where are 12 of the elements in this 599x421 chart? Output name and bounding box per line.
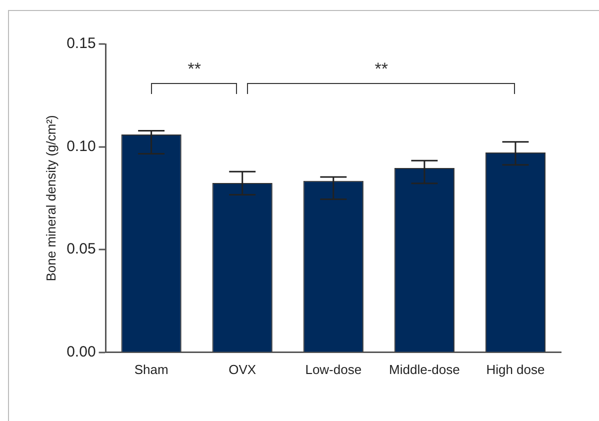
y-tick-label: 0.10 <box>66 138 96 155</box>
y-tick-label: 0.05 <box>66 240 96 258</box>
y-tick-label: 0.00 <box>66 344 96 361</box>
y-tick-label: 0.15 <box>66 35 96 52</box>
annotation: ** <box>188 60 202 79</box>
x-tick-label: Low-dose <box>305 362 362 377</box>
annotation: ** <box>374 60 388 79</box>
x-tick-label: High dose <box>486 362 545 377</box>
x-tick-label: Middle-dose <box>389 362 460 377</box>
x-tick-label: OVX <box>228 362 256 377</box>
x-tick-label: Sham <box>134 362 168 377</box>
y-axis-title: Bone mineral density (g/cm²) <box>43 115 58 282</box>
